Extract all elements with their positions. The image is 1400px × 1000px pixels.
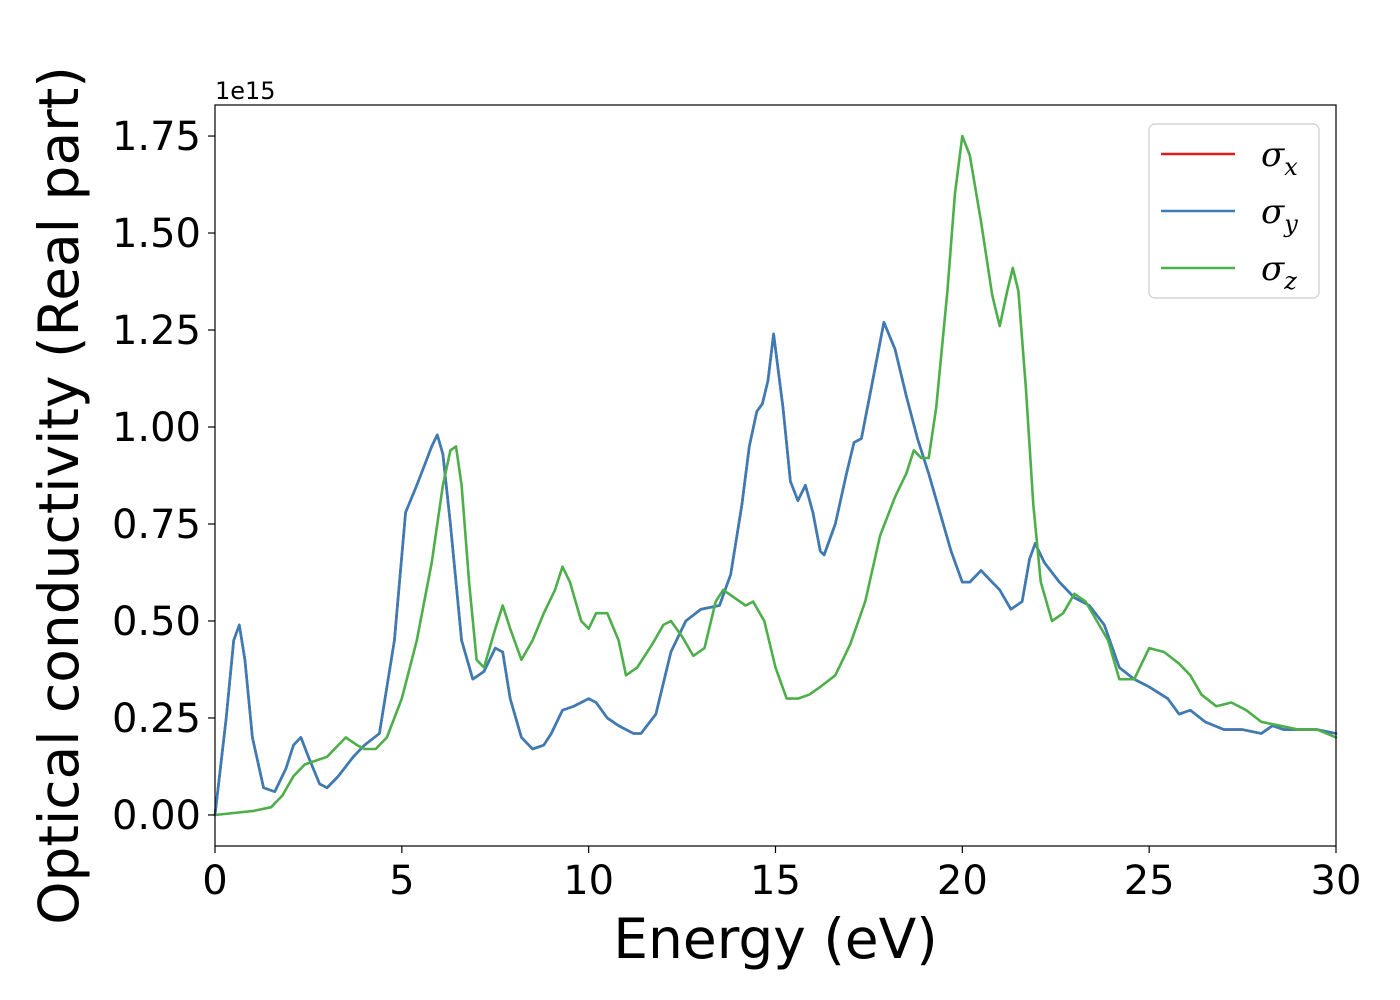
- y-axis-ticks: 0.00 0.25 0.50 0.75 1.00 1.25 1.50 1.75: [112, 114, 215, 839]
- x-tick-label: 10: [563, 858, 614, 904]
- y-tick-label: 0.25: [112, 696, 201, 742]
- x-tick-label: 0: [202, 858, 227, 904]
- x-axis-title: Energy (eV): [613, 907, 937, 971]
- series-line-sigma-z: [213, 134, 1338, 817]
- series-layer: [213, 134, 1338, 817]
- x-tick-label: 30: [1311, 858, 1362, 904]
- series-line-sigma-y: [213, 320, 1338, 817]
- y-tick-label: 0.50: [112, 599, 201, 645]
- x-axis-ticks: 0 5 10 15 20 25 30: [202, 846, 1361, 904]
- y-tick-label: 1.50: [112, 211, 201, 257]
- x-tick-label: 5: [389, 858, 414, 904]
- y-tick-label: 0.75: [112, 502, 201, 548]
- y-tick-label: 0.00: [112, 793, 201, 839]
- x-tick-label: 25: [1124, 858, 1175, 904]
- x-tick-label: 15: [750, 858, 801, 904]
- y-tick-label: 1.25: [112, 308, 201, 354]
- y-axis-offset-text: 1e15: [215, 77, 276, 105]
- y-tick-label: 1.00: [112, 405, 201, 451]
- x-tick-label: 20: [937, 858, 988, 904]
- y-axis-title: Optical conductivity (Real part): [27, 66, 91, 925]
- legend-item-sigma-x: σx: [1161, 135, 1298, 181]
- y-tick-label: 1.75: [112, 114, 201, 160]
